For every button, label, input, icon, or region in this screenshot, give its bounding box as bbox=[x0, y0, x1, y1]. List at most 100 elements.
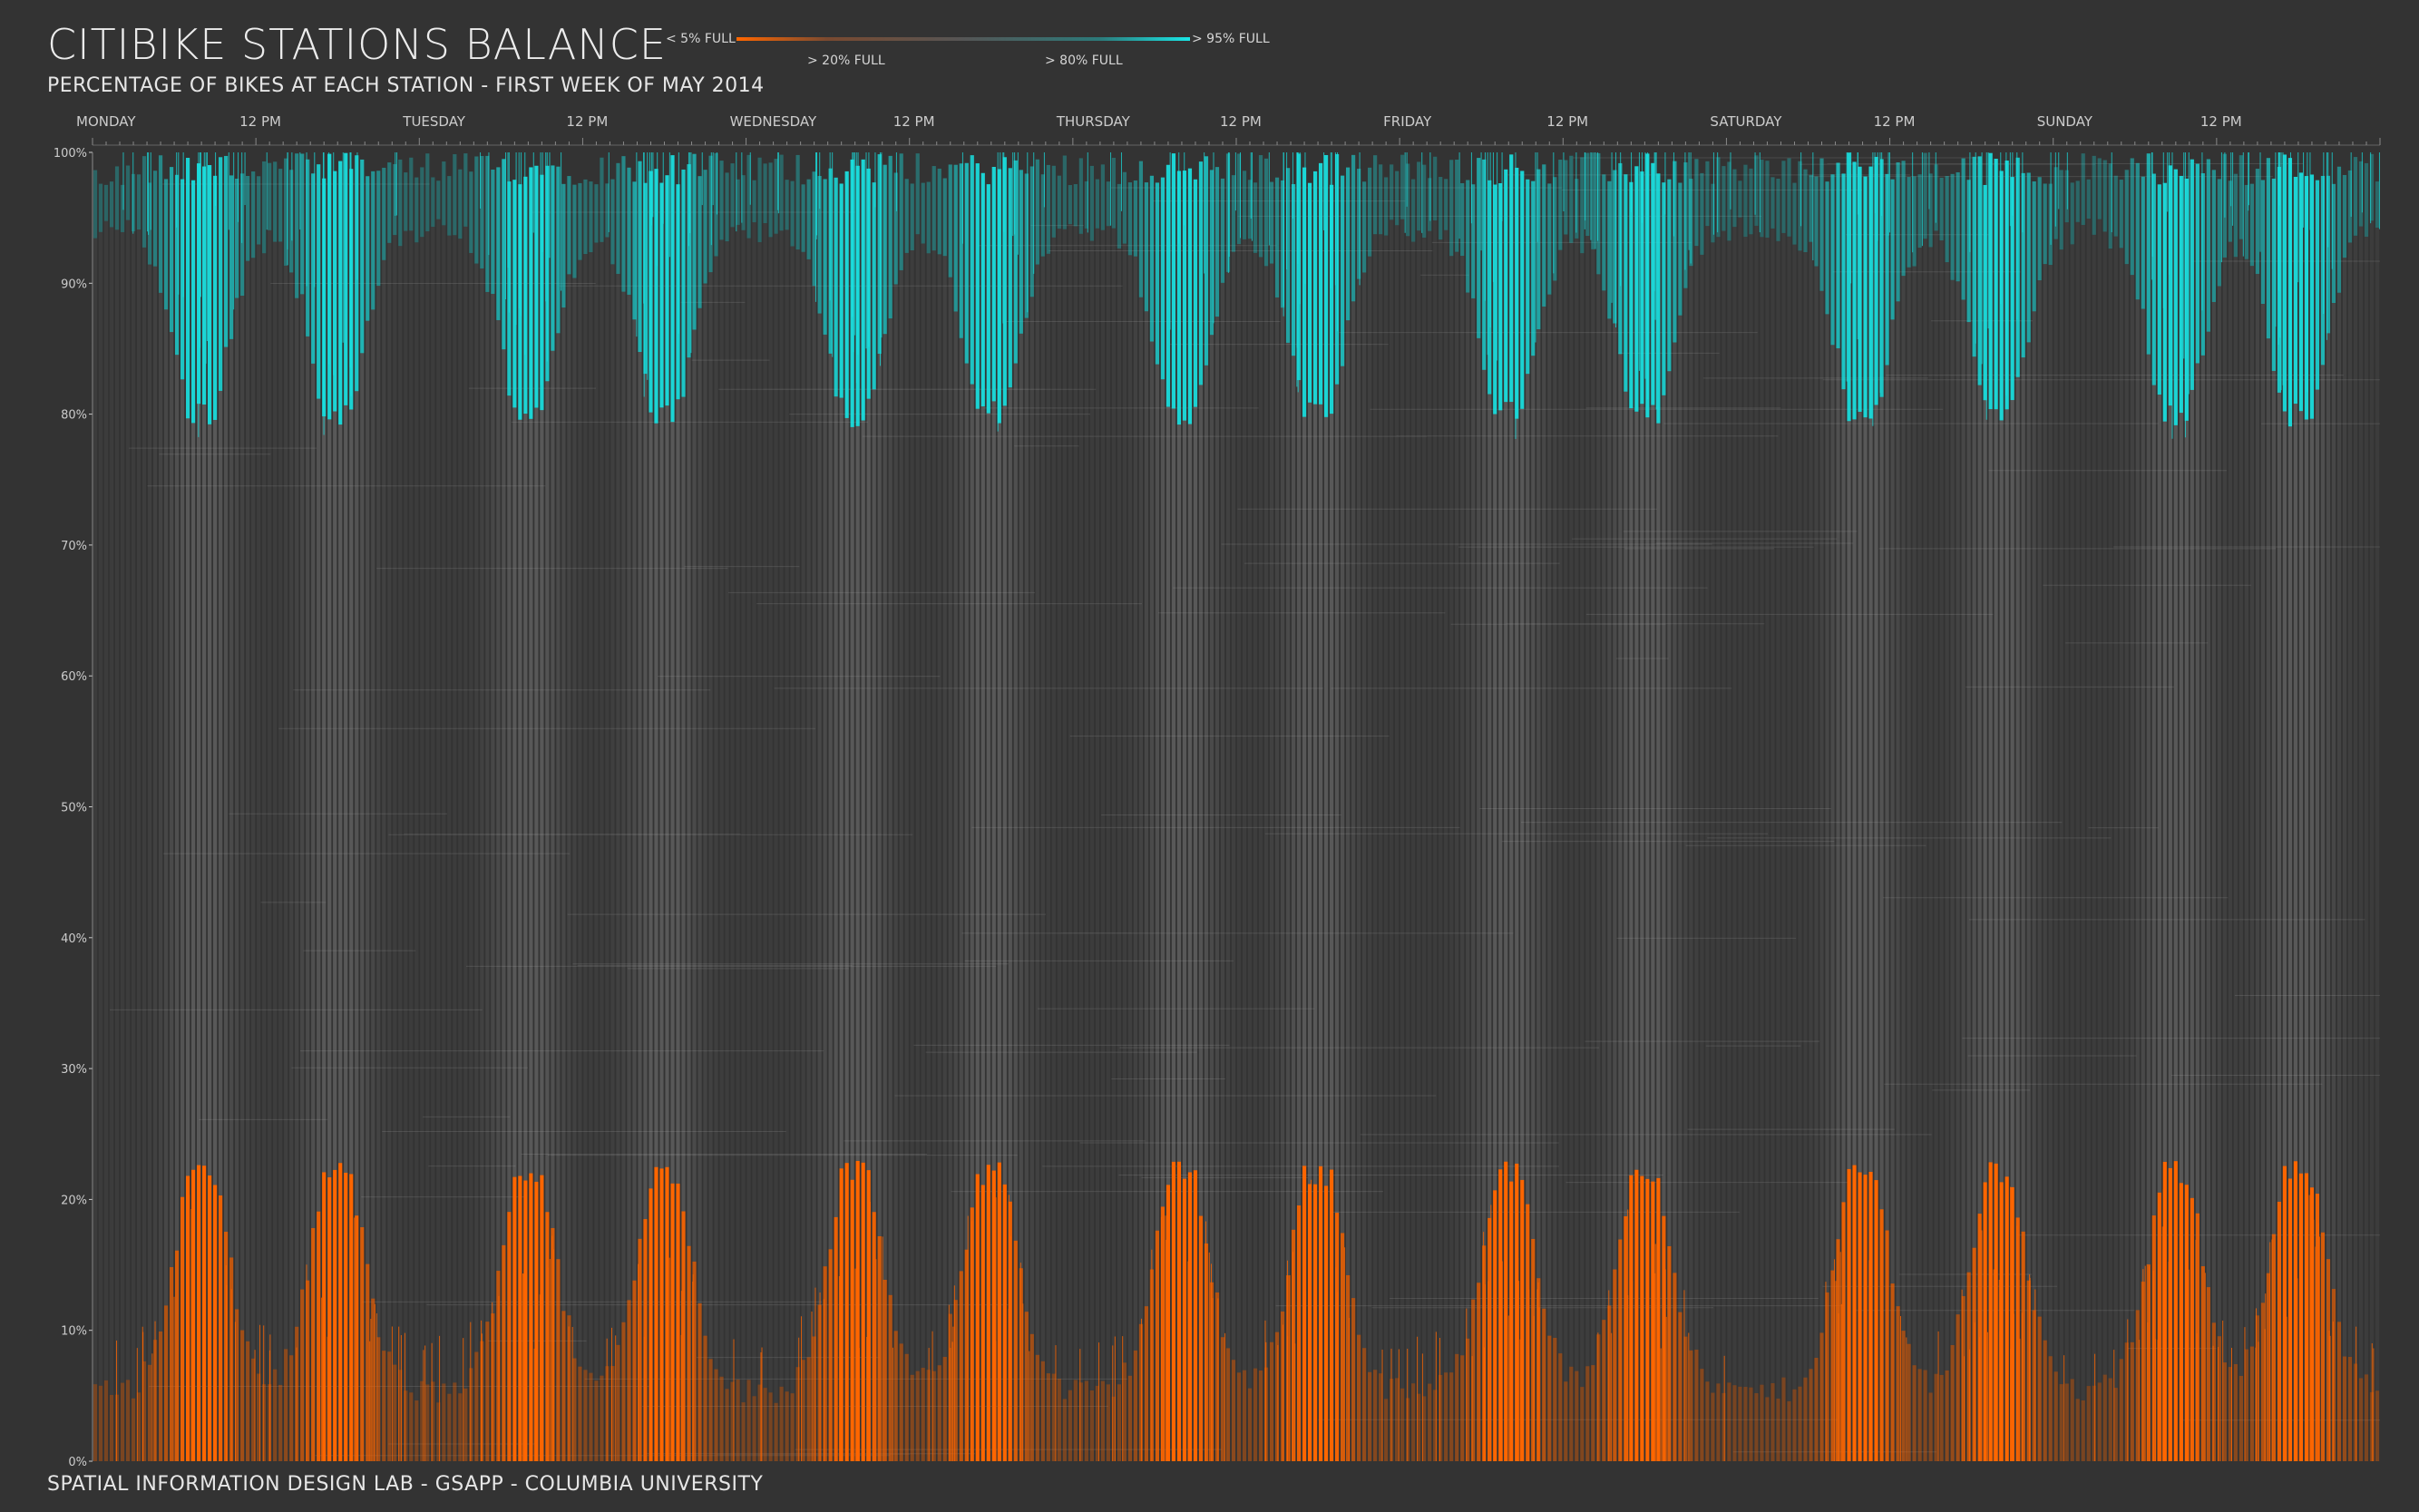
time-slice bbox=[1596, 152, 1601, 1461]
time-slice bbox=[2298, 172, 2304, 1461]
time-slice bbox=[638, 161, 642, 1461]
time-slice bbox=[1111, 157, 1116, 1461]
time-slice bbox=[1531, 180, 1536, 1461]
time-slice bbox=[2347, 170, 2353, 1461]
time-slice bbox=[1591, 152, 1595, 1461]
time-slice bbox=[190, 180, 196, 1461]
time-slice bbox=[262, 161, 267, 1461]
time-slice bbox=[360, 159, 365, 1461]
time-slice bbox=[2081, 153, 2085, 1461]
time-slice bbox=[681, 169, 686, 1461]
time-slice bbox=[697, 176, 702, 1461]
time-slice bbox=[2293, 176, 2298, 1461]
time-slice bbox=[2064, 170, 2069, 1461]
time-slice bbox=[1122, 171, 1127, 1461]
time-slice bbox=[1493, 184, 1497, 1461]
time-slice bbox=[1836, 162, 1840, 1461]
time-slice bbox=[163, 179, 169, 1461]
time-slice bbox=[605, 183, 610, 1461]
time-slice bbox=[458, 169, 463, 1461]
time-slice bbox=[425, 153, 430, 1461]
time-slice bbox=[1395, 171, 1400, 1461]
time-slice bbox=[774, 159, 778, 1461]
time-slice bbox=[1046, 164, 1050, 1461]
time-slice bbox=[2146, 153, 2151, 1461]
time-slice bbox=[317, 164, 321, 1461]
time-slice bbox=[1176, 171, 1182, 1461]
time-slice bbox=[1220, 178, 1225, 1461]
time-slice bbox=[649, 171, 653, 1461]
time-slice bbox=[572, 184, 577, 1461]
time-slice bbox=[1051, 165, 1056, 1461]
time-slice bbox=[2282, 154, 2287, 1461]
y-tick-label: 10% bbox=[61, 1325, 87, 1339]
time-slice bbox=[910, 183, 914, 1461]
detail-streaks bbox=[116, 152, 2380, 1461]
time-slice bbox=[763, 163, 767, 1461]
time-slice bbox=[1950, 173, 1955, 1461]
time-slice bbox=[1078, 158, 1083, 1461]
time-slice bbox=[1945, 176, 1949, 1461]
y-tick-label: 70% bbox=[61, 540, 87, 553]
time-slice bbox=[1258, 155, 1263, 1461]
time-slice bbox=[2239, 155, 2243, 1461]
time-slice bbox=[1847, 152, 1851, 1461]
x-tick-label: SATURDAY bbox=[1710, 113, 1782, 130]
time-slice bbox=[2260, 180, 2265, 1461]
time-slice bbox=[2217, 179, 2221, 1461]
time-slice bbox=[398, 159, 403, 1461]
time-slice bbox=[1433, 156, 1438, 1461]
time-slice bbox=[1008, 168, 1012, 1461]
footer-credit: SPATIAL INFORMATION DESIGN LAB - GSAPP -… bbox=[47, 1473, 764, 1496]
time-slice bbox=[208, 165, 212, 1461]
time-slice bbox=[1830, 174, 1835, 1461]
time-slice bbox=[1428, 178, 1432, 1461]
time-slice bbox=[2141, 176, 2145, 1461]
time-slice bbox=[2200, 173, 2205, 1461]
time-slice bbox=[714, 152, 718, 1461]
time-slice bbox=[2287, 158, 2293, 1461]
time-slice bbox=[2032, 181, 2036, 1461]
time-slice bbox=[1487, 180, 1492, 1461]
time-slice bbox=[1312, 171, 1318, 1461]
time-slice bbox=[201, 166, 207, 1461]
time-slice bbox=[1917, 174, 1922, 1461]
time-slice bbox=[964, 162, 969, 1461]
time-slice bbox=[2021, 172, 2025, 1461]
time-slice bbox=[2266, 158, 2271, 1461]
y-tick-label: 90% bbox=[61, 278, 87, 291]
time-slice bbox=[1193, 179, 1198, 1461]
time-slice bbox=[268, 162, 272, 1461]
time-slice bbox=[551, 165, 555, 1461]
time-slice bbox=[1743, 164, 1748, 1461]
time-slice bbox=[251, 171, 256, 1461]
time-slice bbox=[131, 173, 136, 1461]
y-tick-label: 100% bbox=[54, 147, 87, 161]
time-slice bbox=[1214, 167, 1220, 1461]
time-slice bbox=[1253, 182, 1258, 1461]
y-tick-label: 60% bbox=[61, 670, 87, 684]
x-tick-label: 12 PM bbox=[1220, 113, 1262, 130]
time-slice bbox=[2315, 180, 2320, 1461]
time-slice bbox=[1907, 177, 1911, 1461]
time-slice bbox=[1770, 177, 1775, 1461]
time-slice bbox=[1340, 175, 1345, 1461]
time-slice bbox=[1858, 166, 1862, 1461]
time-slice bbox=[2244, 184, 2248, 1461]
time-slice bbox=[1727, 161, 1731, 1461]
time-slice bbox=[273, 161, 278, 1461]
y-tick-label: 0% bbox=[68, 1456, 87, 1469]
time-slice bbox=[2320, 175, 2326, 1461]
time-slice bbox=[431, 177, 435, 1461]
time-slice bbox=[986, 184, 990, 1461]
time-slice bbox=[485, 155, 490, 1461]
time-slice bbox=[529, 167, 533, 1461]
time-slice bbox=[1187, 168, 1193, 1461]
time-slice bbox=[1285, 168, 1291, 1461]
time-slice bbox=[2086, 179, 2091, 1461]
time-slice bbox=[447, 176, 452, 1461]
time-slice bbox=[583, 179, 588, 1461]
time-slice bbox=[213, 175, 218, 1461]
time-slice bbox=[643, 182, 648, 1461]
